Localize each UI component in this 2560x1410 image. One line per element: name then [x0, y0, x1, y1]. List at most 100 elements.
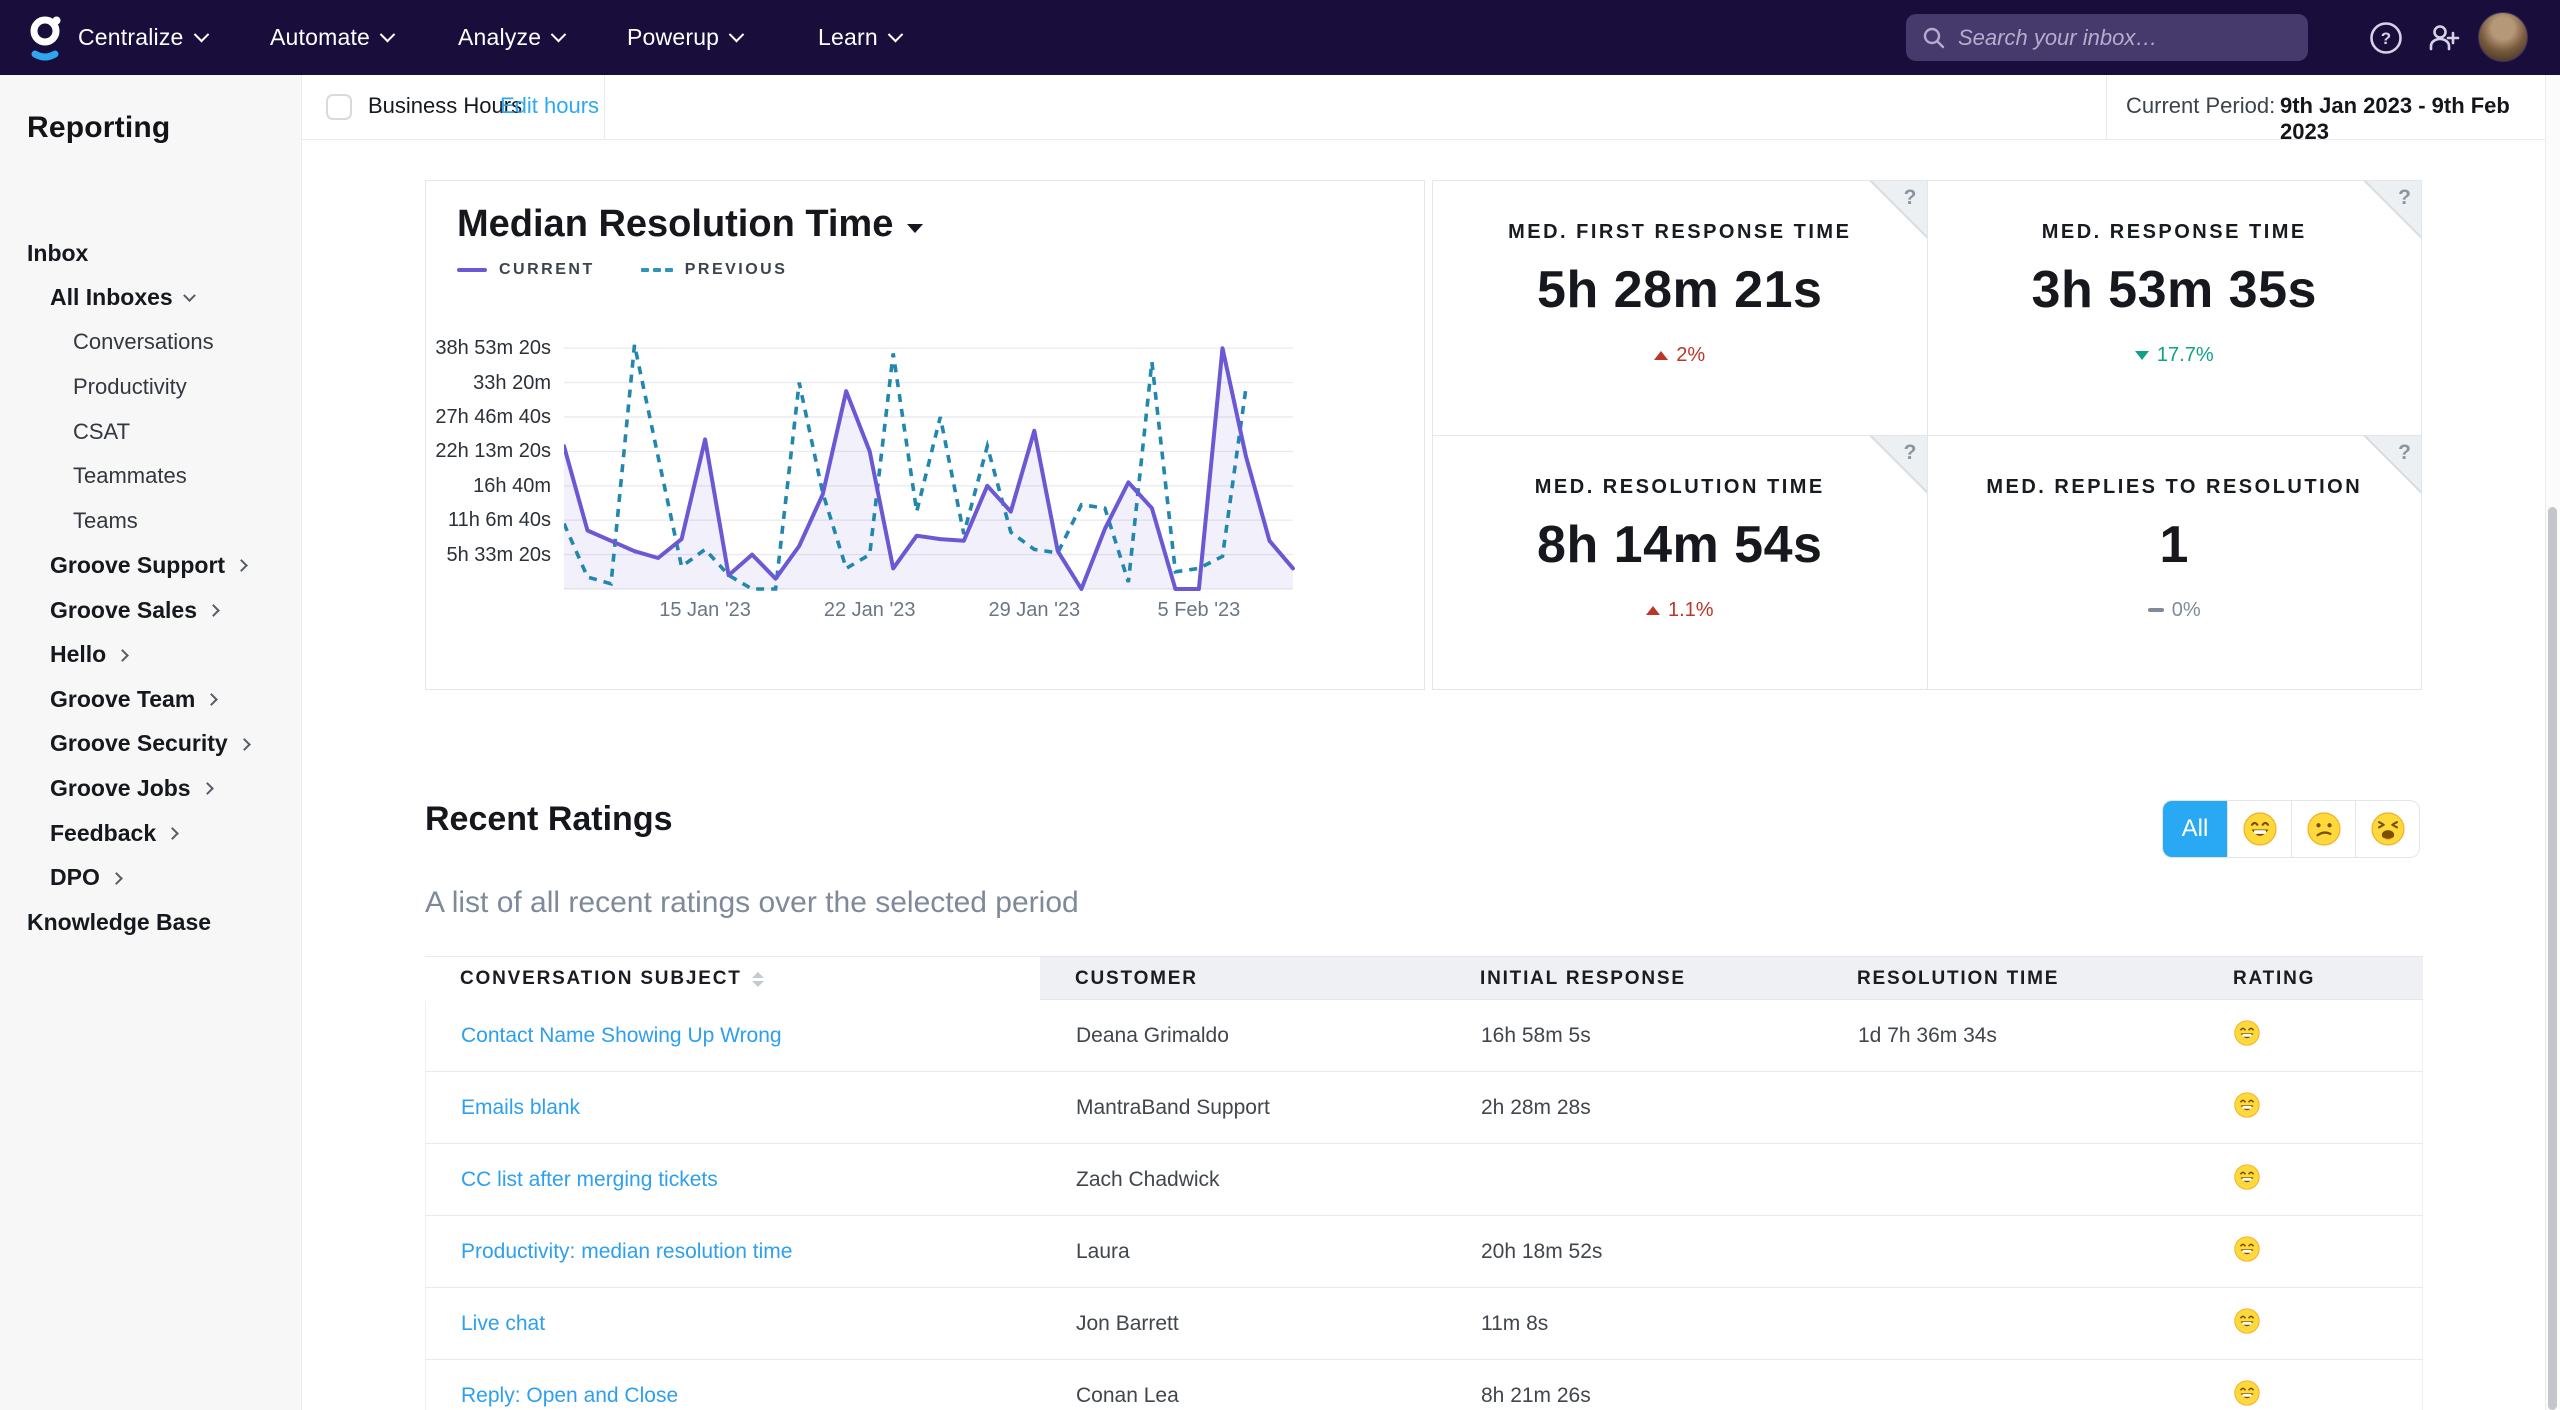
sidebar-item-feedback[interactable]: Feedback — [0, 811, 301, 856]
sidebar-item-label: Hello — [50, 641, 107, 668]
table-row: Contact Name Showing Up Wrong Deana Grima… — [425, 1000, 2423, 1072]
sidebar-item-groove-jobs[interactable]: Groove Jobs — [0, 766, 301, 811]
column-header-resolution-time[interactable]: RESOLUTION TIME — [1822, 957, 2198, 1001]
card-help-icon[interactable]: ? — [1903, 186, 1917, 209]
scrollbar-thumb[interactable] — [2548, 507, 2557, 1410]
table-header-row: CONVERSATION SUBJECT CUSTOMER INITIAL RESP… — [425, 956, 2423, 1001]
rating-filter-weary-emoji[interactable] — [2355, 801, 2419, 857]
rating-cell — [2199, 1235, 2424, 1268]
customer-name: Laura — [1076, 1239, 1130, 1263]
column-header-rating[interactable]: RATING — [2198, 957, 2423, 1001]
sidebar-item-teammates[interactable]: Teammates — [0, 454, 301, 499]
initial-response-value: 16h 58m 5s — [1481, 1023, 1591, 1047]
rating-filter-confused-emoji[interactable] — [2291, 801, 2355, 857]
sidebar-item-dpo[interactable]: DPO — [0, 855, 301, 900]
table-row: Productivity: median resolution time Laur… — [425, 1216, 2423, 1288]
conversation-subject-link[interactable]: Reply: Open and Close — [461, 1383, 679, 1407]
x-axis-tick-label: 29 Jan '23 — [988, 599, 1081, 621]
column-header-initial-response[interactable]: INITIAL RESPONSE — [1445, 957, 1822, 1001]
initial-response-value: 8h 21m 26s — [1481, 1383, 1591, 1407]
customer-name: Jon Barrett — [1076, 1311, 1179, 1335]
help-icon[interactable]: ? — [2366, 18, 2406, 58]
column-header-conversation-subject[interactable]: CONVERSATION SUBJECT — [425, 957, 1040, 1001]
stat-card-label: MED. RESOLUTION TIME — [1534, 475, 1825, 498]
sidebar-item-label: Knowledge Base — [27, 908, 212, 935]
nav-menu-centralize[interactable]: Centralize — [78, 0, 209, 75]
sidebar-title: Reporting — [27, 111, 171, 144]
chart-title-dropdown[interactable]: Median Resolution Time — [457, 203, 924, 246]
card-help-icon[interactable]: ? — [2398, 440, 2411, 464]
legend-previous: PREVIOUS — [640, 261, 788, 279]
groove-logo-icon[interactable] — [24, 12, 68, 64]
sidebar-item-knowledge-base[interactable]: Knowledge Base — [0, 900, 301, 945]
recent-ratings-table: CONVERSATION SUBJECT CUSTOMER INITIAL RESP… — [425, 956, 2423, 1410]
delta-up-icon — [1645, 605, 1660, 615]
sidebar-item-groove-security[interactable]: Groove Security — [0, 722, 301, 767]
stat-card-label: MED. RESPONSE TIME — [2041, 221, 2307, 243]
sort-icon — [751, 971, 764, 987]
sidebar-item-groove-sales[interactable]: Groove Sales — [0, 588, 301, 633]
invite-user-icon[interactable] — [2423, 18, 2463, 58]
grin-emoji — [2234, 1379, 2260, 1406]
stat-card-delta: 1.1% — [1645, 599, 1714, 622]
rating-filter-grin-emoji[interactable] — [2227, 801, 2291, 857]
customer-name: Zach Chadwick — [1076, 1167, 1220, 1191]
delta-flat-icon — [2147, 608, 2164, 612]
customer-name: MantraBand Support — [1076, 1095, 1270, 1119]
nav-menu-analyze[interactable]: Analyze — [458, 0, 567, 75]
grin-emoji — [2234, 1019, 2260, 1046]
sidebar-item-csat[interactable]: CSAT — [0, 409, 301, 454]
chevron-right-icon — [109, 871, 123, 885]
sidebar-item-label: DPO — [50, 864, 100, 891]
delta-up-icon — [1654, 351, 1669, 360]
rating-filter-group: All — [2162, 800, 2420, 858]
sidebar-item-conversations[interactable]: Conversations — [0, 320, 301, 365]
search-input[interactable] — [1906, 14, 2308, 61]
sidebar-item-groove-team[interactable]: Groove Team — [0, 677, 301, 722]
sidebar-item-productivity[interactable]: Productivity — [0, 365, 301, 410]
nav-menu-powerup[interactable]: Powerup — [627, 0, 745, 75]
sidebar-item-all-inboxes[interactable]: All Inboxes — [0, 276, 301, 321]
column-header-label: CUSTOMER — [1075, 968, 1198, 989]
sidebar-item-inbox[interactable]: Inbox — [0, 231, 301, 276]
card-help-icon[interactable]: ? — [1903, 440, 1917, 464]
grin-emoji — [2234, 1091, 2260, 1118]
initial-response-value: 2h 28m 28s — [1481, 1095, 1591, 1119]
rating-cell — [2199, 1307, 2424, 1340]
stat-card-label: MED. REPLIES TO RESOLUTION — [1986, 475, 2363, 498]
chevron-right-icon — [237, 737, 251, 751]
conversation-subject-link[interactable]: Contact Name Showing Up Wrong — [461, 1023, 782, 1047]
delta-down-icon — [2134, 351, 2149, 360]
sidebar-item-label: Teammates — [73, 463, 187, 489]
sidebar-item-teams[interactable]: Teams — [0, 499, 301, 544]
column-header-customer[interactable]: CUSTOMER — [1040, 957, 1445, 1001]
rating-filter-all[interactable]: All — [2163, 801, 2227, 857]
chevron-down-icon — [887, 26, 904, 43]
sidebar-item-label: Groove Support — [50, 551, 226, 578]
conversation-subject-link[interactable]: Live chat — [461, 1311, 546, 1335]
current-period-value[interactable]: 9th Jan 2023 - 9th Feb 2023 — [2280, 93, 2510, 144]
nav-menu-learn[interactable]: Learn — [818, 0, 904, 75]
topbar-divider — [604, 75, 605, 139]
y-axis-tick-label: 27h 46m 40s — [435, 406, 551, 428]
sidebar-item-label: Groove Sales — [50, 596, 198, 623]
user-avatar[interactable] — [2478, 12, 2528, 62]
delta-value: 2% — [1676, 344, 1706, 366]
sidebar-item-label: Conversations — [73, 329, 214, 355]
sidebar-item-groove-support[interactable]: Groove Support — [0, 543, 301, 588]
business-hours-checkbox[interactable] — [326, 94, 352, 120]
conversation-subject-link[interactable]: Emails blank — [461, 1095, 581, 1119]
card-help-icon[interactable]: ? — [2398, 186, 2411, 209]
chevron-down-icon — [193, 26, 209, 43]
conversation-subject-link[interactable]: CC list after merging tickets — [461, 1167, 718, 1191]
weary-emoji — [2370, 812, 2405, 846]
conversation-subject-link[interactable]: Productivity: median resolution time — [461, 1239, 793, 1263]
scrollbar-track[interactable] — [2545, 75, 2560, 1410]
rating-cell — [2199, 1091, 2424, 1124]
table-row: Reply: Open and Close Conan Lea 8h 21m 26s — [425, 1360, 2423, 1410]
nav-menu-automate[interactable]: Automate — [270, 0, 396, 75]
sidebar-item-hello[interactable]: Hello — [0, 632, 301, 677]
edit-hours-link[interactable]: Edit hours — [500, 93, 600, 118]
stat-card-value: 3h 53m 35s — [2031, 261, 2317, 319]
